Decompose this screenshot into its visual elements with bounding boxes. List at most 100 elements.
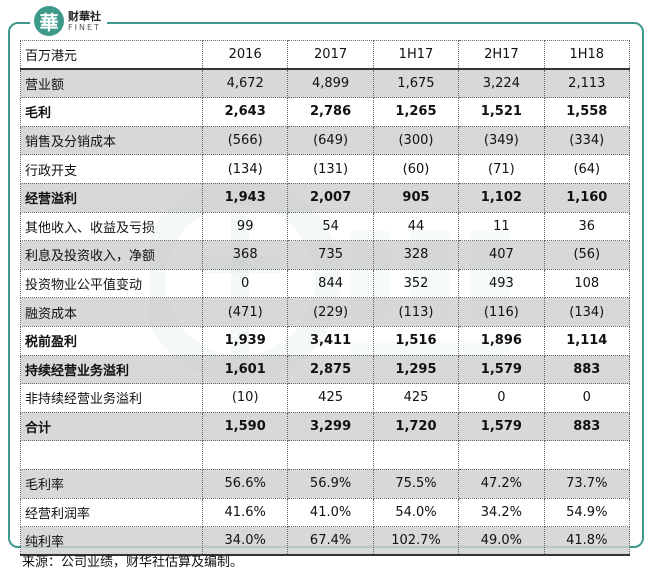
value-cell: 2,113	[543, 68, 631, 99]
row-label-cell: 毛利率	[20, 468, 203, 499]
table-row: 税前盈利 1,939 3,411 1,516 1,896 1,114	[20, 325, 631, 356]
value-cell: 1,114	[543, 325, 631, 356]
value-cell: (229)	[287, 297, 374, 327]
value-cell: 2,875	[287, 354, 374, 385]
table-header-row: 百万港元 2016 2017 1H17 2H17 1H18	[20, 40, 631, 71]
value-cell: 368	[201, 240, 289, 270]
value-cell: 99	[201, 211, 289, 242]
value-cell: 36	[543, 211, 631, 242]
value-cell	[543, 440, 631, 470]
value-cell: 883	[543, 411, 631, 442]
row-label-cell: 融资成本	[20, 297, 203, 327]
row-label-cell: 其他收入、收益及亏损	[20, 211, 203, 242]
value-cell: 4,899	[287, 68, 374, 99]
row-label-cell: 纯利率	[20, 526, 203, 557]
value-cell: 2,643	[201, 97, 289, 127]
header-cell-2016: 2016	[201, 40, 289, 71]
value-cell: 11	[458, 211, 545, 242]
value-cell: 54	[287, 211, 374, 242]
header-cell-2017: 2017	[287, 40, 374, 71]
value-cell: 1,295	[372, 354, 460, 385]
value-cell: 49.0%	[458, 526, 545, 557]
financial-table: 百万港元 2016 2017 1H17 2H17 1H18 营业额 4,672 4,…	[20, 40, 631, 557]
value-cell: 1,896	[458, 325, 545, 356]
value-cell: (116)	[458, 297, 545, 327]
table-row: 投资物业公平值变动 0 844 352 493 108	[20, 268, 631, 299]
value-cell: (71)	[458, 154, 545, 184]
table-row: 利息及投资收入，净额 368 735 328 407 (56)	[20, 240, 631, 270]
value-cell: (113)	[372, 297, 460, 327]
table-row: 营业额 4,672 4,899 1,675 3,224 2,113	[20, 68, 631, 99]
value-cell: 56.9%	[287, 468, 374, 499]
source-note: 来源：公司业绩，财华社估算及编制。	[22, 555, 244, 570]
row-label-cell: 投资物业公平值变动	[20, 268, 203, 299]
value-cell: 1,558	[543, 97, 631, 127]
row-label-cell: 行政开支	[20, 154, 203, 184]
value-cell: 2,786	[287, 97, 374, 127]
value-cell: 1,521	[458, 97, 545, 127]
table-row: 合计 1,590 3,299 1,720 1,579 883	[20, 411, 631, 442]
value-cell: 4,672	[201, 68, 289, 99]
value-cell: 3,411	[287, 325, 374, 356]
table-row: 经营溢利 1,943 2,007 905 1,102 1,160	[20, 182, 631, 213]
value-cell: 1,579	[458, 354, 545, 385]
table-row: 销售及分销成本 (566) (649) (300) (349) (334)	[20, 125, 631, 156]
value-cell: 34.0%	[201, 526, 289, 557]
value-cell: 41.6%	[201, 497, 289, 528]
value-cell: 1,265	[372, 97, 460, 127]
value-cell: 56.6%	[201, 468, 289, 499]
value-cell: 1,675	[372, 68, 460, 99]
value-cell: (471)	[201, 297, 289, 327]
value-cell	[458, 440, 545, 470]
value-cell: 493	[458, 268, 545, 299]
table-row: 经营利润率 41.6% 41.0% 54.0% 34.2% 54.9%	[20, 497, 631, 528]
value-cell: 54.9%	[543, 497, 631, 528]
row-label-cell: 毛利	[20, 97, 203, 127]
header-cell-2h17: 2H17	[458, 40, 545, 71]
value-cell: (131)	[287, 154, 374, 184]
table-row: 持续经营业务溢利 1,601 2,875 1,295 1,579 883	[20, 354, 631, 385]
value-cell	[201, 440, 289, 470]
logo-name-cn: 财華社	[68, 9, 101, 23]
row-label-cell: 非持续经营业务溢利	[20, 383, 203, 413]
row-label-cell: 税前盈利	[20, 325, 203, 356]
value-cell: 352	[372, 268, 460, 299]
finet-logo: 華 财華社 FINET	[30, 4, 107, 38]
value-cell: 34.2%	[458, 497, 545, 528]
value-cell: 0	[543, 383, 631, 413]
table-row: 纯利率 34.0% 67.4% 102.7% 49.0% 41.8%	[20, 526, 631, 557]
value-cell: 0	[458, 383, 545, 413]
table-row: 毛利 2,643 2,786 1,265 1,521 1,558	[20, 97, 631, 127]
value-cell: 41.0%	[287, 497, 374, 528]
value-cell: 73.7%	[543, 468, 631, 499]
table-row: 毛利率 56.6% 56.9% 75.5% 47.2% 73.7%	[20, 468, 631, 499]
value-cell: 425	[372, 383, 460, 413]
row-label-cell: 经营利润率	[20, 497, 203, 528]
row-label-cell: 营业额	[20, 68, 203, 99]
table-row	[20, 440, 631, 470]
value-cell: 0	[201, 268, 289, 299]
value-cell: (334)	[543, 125, 631, 156]
financial-table-body: 百万港元 2016 2017 1H17 2H17 1H18 营业额 4,672 4,…	[20, 40, 631, 557]
table-row: 非持续经营业务溢利 (10) 425 425 0 0	[20, 383, 631, 413]
value-cell: (60)	[372, 154, 460, 184]
value-cell: (349)	[458, 125, 545, 156]
value-cell: 1,160	[543, 182, 631, 213]
value-cell: 67.4%	[287, 526, 374, 557]
value-cell: 883	[543, 354, 631, 385]
value-cell: 1,939	[201, 325, 289, 356]
value-cell: 905	[372, 182, 460, 213]
value-cell: 1,601	[201, 354, 289, 385]
value-cell: 1,102	[458, 182, 545, 213]
table-row: 行政开支 (134) (131) (60) (71) (64)	[20, 154, 631, 184]
value-cell: 735	[287, 240, 374, 270]
value-cell: (566)	[201, 125, 289, 156]
table-row: 其他收入、收益及亏损 99 54 44 11 36	[20, 211, 631, 242]
value-cell: 75.5%	[372, 468, 460, 499]
value-cell: (649)	[287, 125, 374, 156]
logo-name-en: FINET	[68, 22, 101, 32]
value-cell: 1,720	[372, 411, 460, 442]
value-cell: (300)	[372, 125, 460, 156]
row-label-cell: 销售及分销成本	[20, 125, 203, 156]
value-cell: 1,516	[372, 325, 460, 356]
